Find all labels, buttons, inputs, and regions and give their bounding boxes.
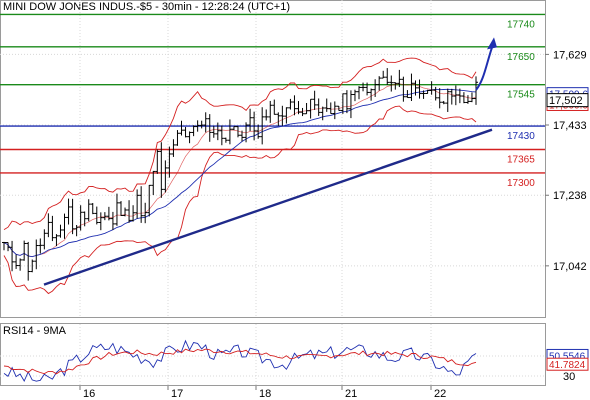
level-label: 17545 xyxy=(507,90,535,101)
rsi-title: RSI14 - 9MA xyxy=(3,325,66,337)
rsi-line xyxy=(3,339,477,382)
main-frame xyxy=(0,0,546,318)
time-axis-tick-label: 21 xyxy=(345,388,357,400)
forecast-arrow-line xyxy=(475,47,493,91)
trendline xyxy=(43,128,493,286)
time-axis: 16 17 18 21 22 xyxy=(79,386,446,400)
upper-band-line xyxy=(3,57,477,230)
price-axis-tick-label: 17,238 xyxy=(553,190,587,202)
rsi-ma-line xyxy=(3,348,477,375)
rsi-axis-tick-label: 30 xyxy=(563,371,575,383)
bollinger-bands xyxy=(3,57,477,295)
middle-band-line xyxy=(3,83,477,258)
current-price-label: 17,502 xyxy=(549,95,583,107)
forecast-arrow-head xyxy=(487,37,497,50)
current-price-box xyxy=(546,93,589,108)
price-axis: 17,62917,43317,23817,04217,509.617,500.0… xyxy=(545,49,589,273)
support-resistance-levels: 17740 17650 17545 17430 17365 17300 xyxy=(0,13,545,189)
time-axis-tick-label: 16 xyxy=(83,388,95,400)
level-label: 17740 xyxy=(507,19,535,30)
time-axis-tick-label: 22 xyxy=(434,388,446,400)
moving-average-line xyxy=(3,88,477,258)
time-axis-tick-label: 18 xyxy=(259,388,271,400)
rsi-frame xyxy=(0,323,546,386)
lower-band-line xyxy=(3,105,477,295)
level-label: 17650 xyxy=(507,52,535,63)
rsi-value-label: 50.5546 xyxy=(549,351,586,362)
level-label: 17365 xyxy=(507,154,535,165)
candles xyxy=(2,68,478,281)
price-axis-tick-label: 17,433 xyxy=(553,120,587,132)
time-axis-tick-label: 17 xyxy=(171,388,183,400)
rsi-value-box xyxy=(546,357,589,371)
main-grid xyxy=(0,0,546,386)
level-label: 17430 xyxy=(507,131,535,142)
price-axis-tick-label: 17,629 xyxy=(553,49,587,61)
chart-title: MINI DOW JONES INDUS.-$5 - 30min - 12:28… xyxy=(3,1,290,13)
trendline-group xyxy=(43,37,497,286)
rsi-value-label: 41.7824 xyxy=(549,360,586,371)
price-axis-tick-label: 17,042 xyxy=(553,261,587,273)
level-label: 17300 xyxy=(507,178,535,189)
